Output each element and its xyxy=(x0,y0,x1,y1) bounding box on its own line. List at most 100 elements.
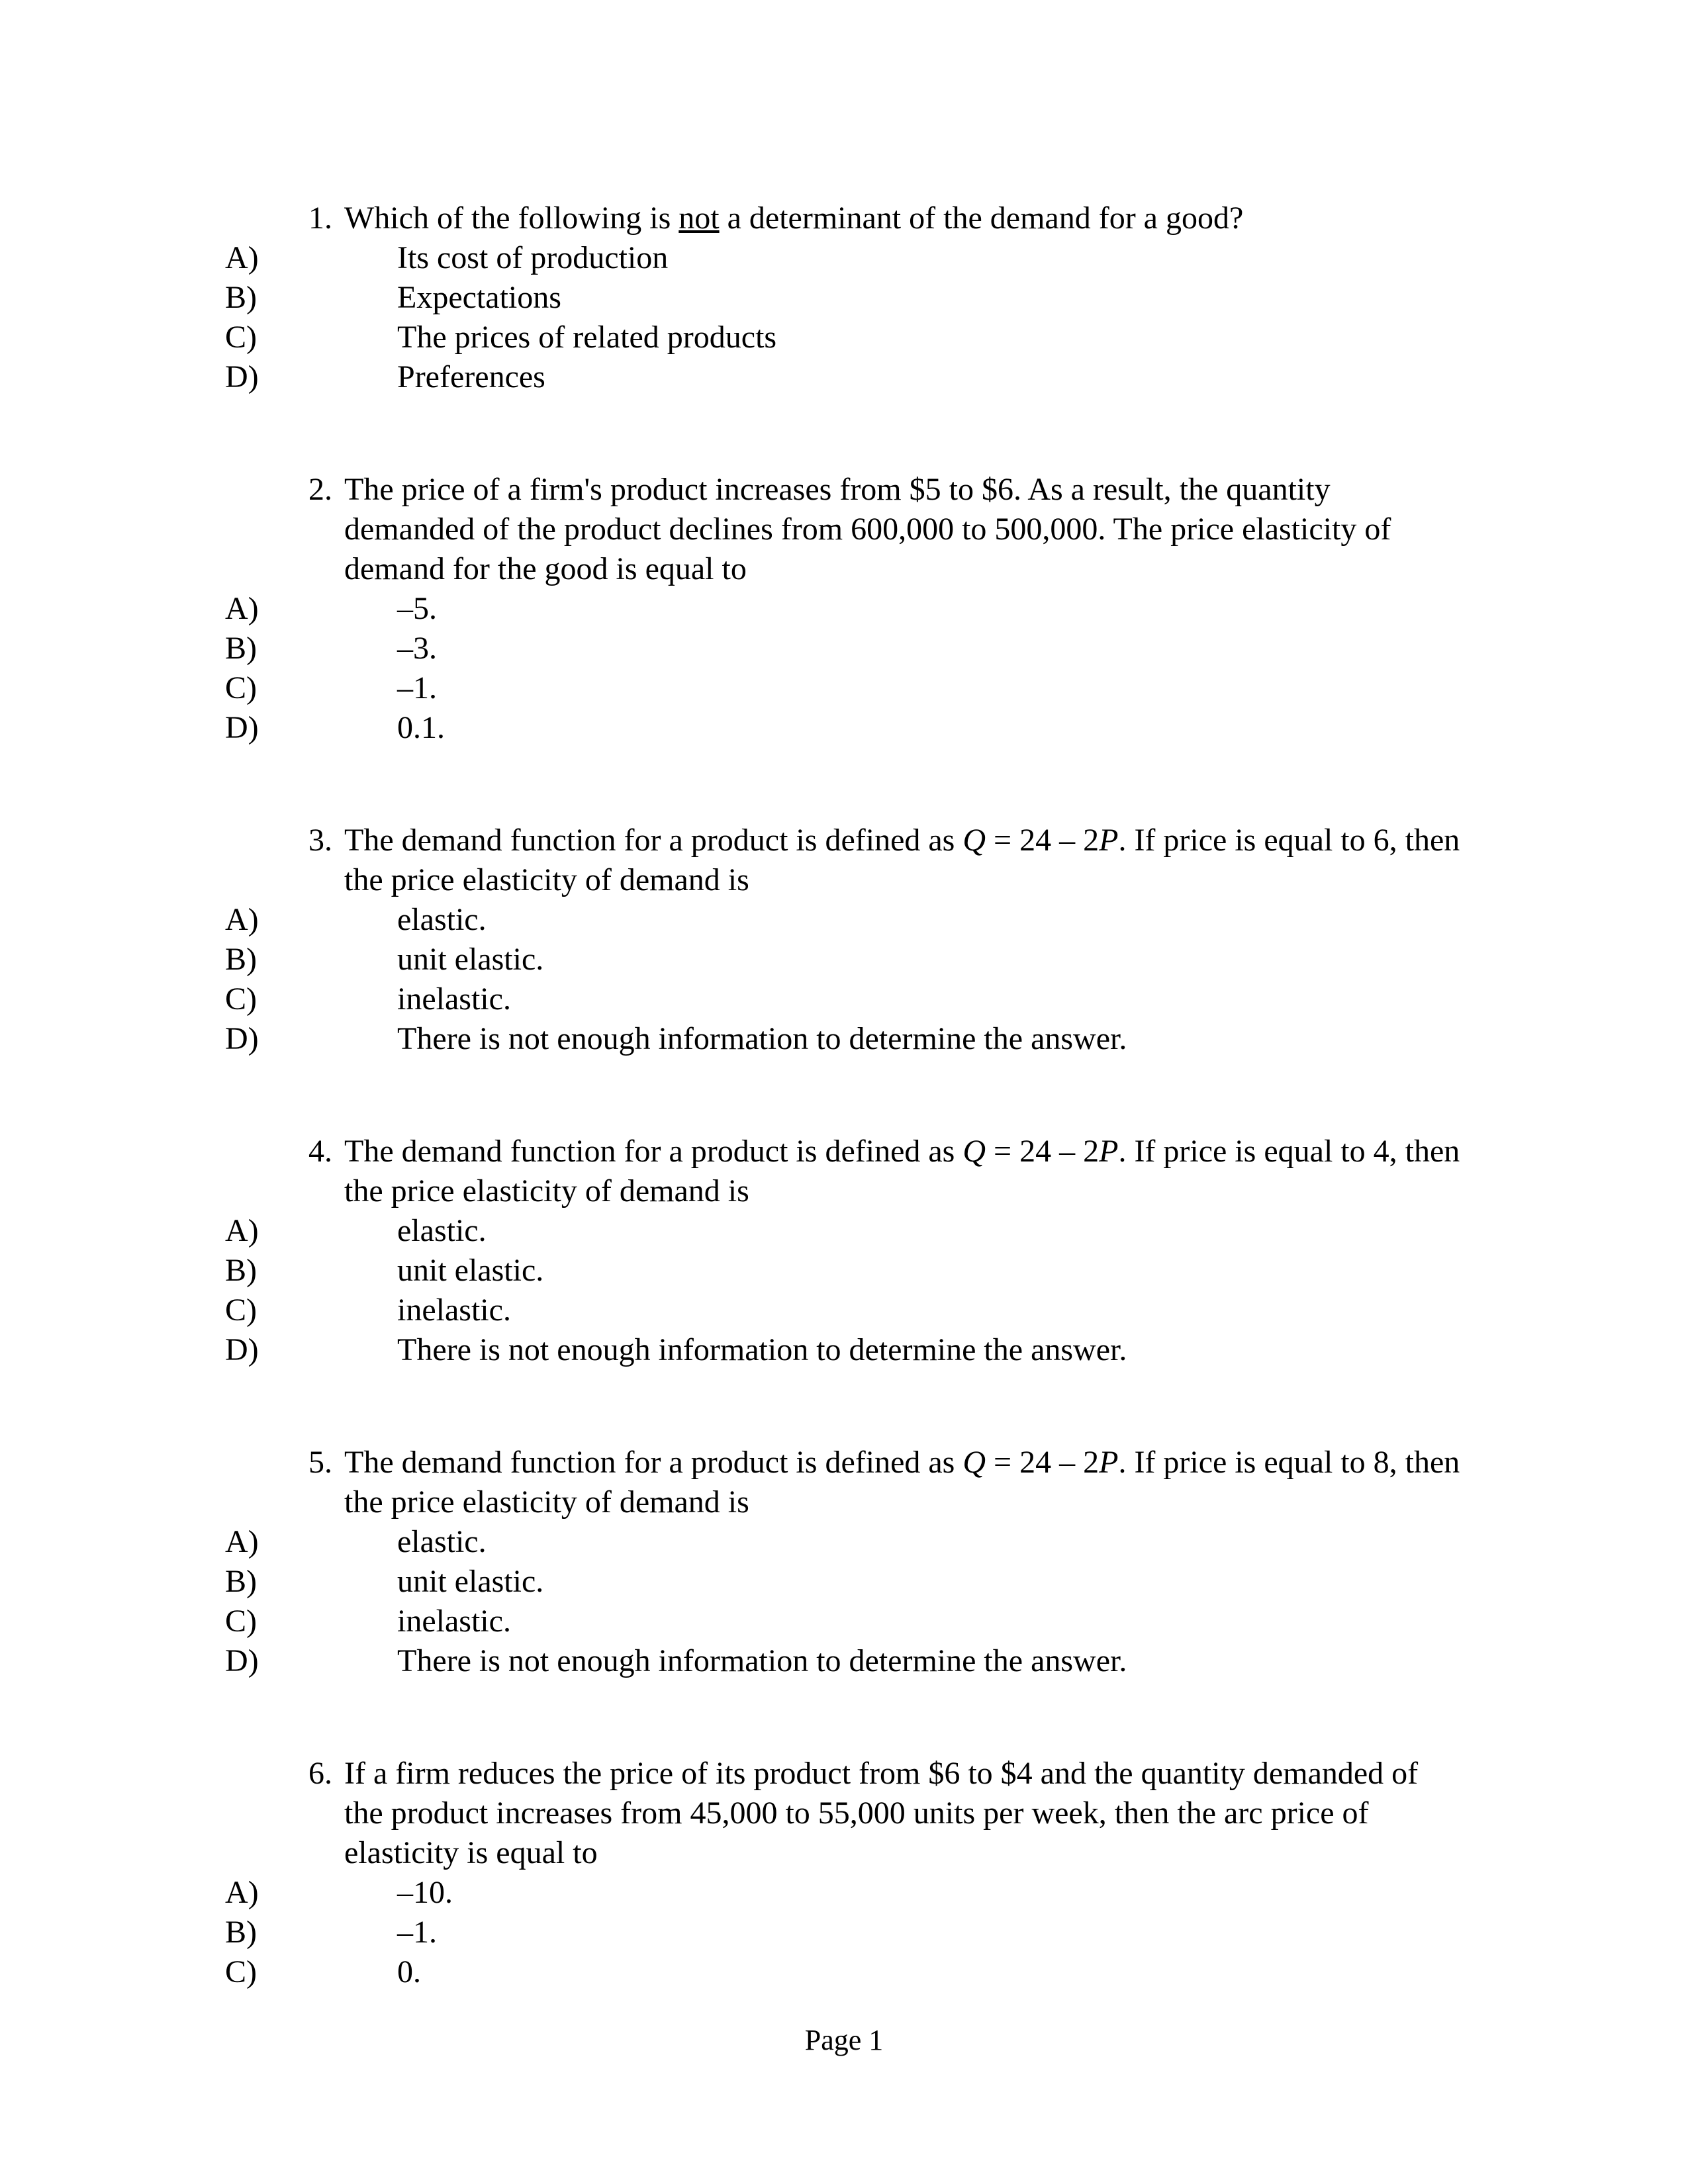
option-text: elastic. xyxy=(397,900,1463,940)
option-label: A) xyxy=(225,238,278,278)
option-row: A) elastic. xyxy=(225,1211,1463,1251)
option-label: D) xyxy=(225,357,278,397)
option-row: C) The prices of related products xyxy=(225,318,1463,357)
stem-eq-pre: The demand function for a product is def… xyxy=(344,823,962,858)
option-text: elastic. xyxy=(397,1522,1463,1562)
stem-eq-mid: = 24 – 2 xyxy=(986,823,1099,858)
question-number: 4. xyxy=(225,1132,344,1211)
question-stem: Which of the following is not a determin… xyxy=(344,199,1463,238)
option-text: unit elastic. xyxy=(397,1562,1463,1602)
page-footer: Page 1 xyxy=(0,2022,1688,2058)
option-label: D) xyxy=(225,1641,278,1681)
stem-eq-p: P xyxy=(1099,1445,1118,1480)
option-row: B)unit elastic. xyxy=(225,1251,1463,1291)
question-number: 2. xyxy=(225,470,344,589)
question-stem: The price of a firm's product increases … xyxy=(344,470,1463,589)
option-label: D) xyxy=(225,708,278,748)
option-label: A) xyxy=(225,1522,278,1562)
option-row: C) inelastic. xyxy=(225,979,1463,1019)
option-row: D) There is not enough information to det… xyxy=(225,1641,1463,1681)
option-label: C) xyxy=(225,1291,278,1330)
option-label: D) xyxy=(225,1019,278,1059)
option-label: A) xyxy=(225,900,278,940)
question-number: 3. xyxy=(225,821,344,900)
option-label: B) xyxy=(225,1562,278,1602)
option-row: A) –5. xyxy=(225,589,1463,629)
option-text: There is not enough information to deter… xyxy=(397,1330,1463,1370)
option-row: C)inelastic. xyxy=(225,1291,1463,1330)
stem-eq-p: P xyxy=(1099,1134,1118,1169)
question-stem: If a firm reduces the price of its produ… xyxy=(344,1754,1463,1873)
option-row: B) –1. xyxy=(225,1913,1463,1952)
option-label: C) xyxy=(225,1602,278,1641)
stem-eq-pre: The demand function for a product is def… xyxy=(344,1445,962,1480)
option-text: The prices of related products xyxy=(397,318,1463,357)
stem-eq-p: P xyxy=(1099,823,1118,858)
option-label: B) xyxy=(225,1913,278,1952)
option-label: A) xyxy=(225,1211,278,1251)
question-4: 4. The demand function for a product is … xyxy=(225,1132,1463,1370)
option-text: Preferences xyxy=(397,357,1463,397)
option-row: D) There is not enough information to det… xyxy=(225,1330,1463,1370)
question-stem-row: 4. The demand function for a product is … xyxy=(225,1132,1463,1211)
option-label: B) xyxy=(225,940,278,979)
option-row: A) Its cost of production xyxy=(225,238,1463,278)
option-text: elastic. xyxy=(397,1211,1463,1251)
question-number: 1. xyxy=(225,199,344,238)
stem-pre: Which of the following is xyxy=(344,201,679,236)
option-label: B) xyxy=(225,1251,278,1291)
question-stem-row: 2. The price of a firm's product increas… xyxy=(225,470,1463,589)
question-stem-row: 1. Which of the following is not a deter… xyxy=(225,199,1463,238)
option-text: –10. xyxy=(397,1873,1463,1913)
question-3: 3. The demand function for a product is … xyxy=(225,821,1463,1059)
stem-underlined: not xyxy=(679,201,719,236)
option-row: C)0. xyxy=(225,1952,1463,1992)
option-label: A) xyxy=(225,1873,278,1913)
option-label: C) xyxy=(225,668,278,708)
option-label: C) xyxy=(225,1952,278,1992)
stem-post: a determinant of the demand for a good? xyxy=(720,201,1244,236)
option-row: D) Preferences xyxy=(225,357,1463,397)
question-stem: The demand function for a product is def… xyxy=(344,821,1463,900)
option-row: B)Expectations xyxy=(225,278,1463,318)
option-text: 0.1. xyxy=(397,708,1463,748)
option-row: B) unit elastic. xyxy=(225,1562,1463,1602)
option-text: –5. xyxy=(397,589,1463,629)
stem-eq-q: Q xyxy=(962,823,986,858)
option-row: B) unit elastic. xyxy=(225,940,1463,979)
option-text: –3. xyxy=(397,629,1463,668)
option-row: A) elastic. xyxy=(225,1522,1463,1562)
option-row: A) elastic. xyxy=(225,900,1463,940)
option-row: C) –1. xyxy=(225,668,1463,708)
stem-eq-q: Q xyxy=(962,1445,986,1480)
question-number: 6. xyxy=(225,1754,344,1873)
option-text: Its cost of production xyxy=(397,238,1463,278)
question-number: 5. xyxy=(225,1443,344,1522)
question-stem: The demand function for a product is def… xyxy=(344,1443,1463,1522)
question-2: 2. The price of a firm's product increas… xyxy=(225,470,1463,748)
option-row: B) –3. xyxy=(225,629,1463,668)
option-label: C) xyxy=(225,979,278,1019)
page: 1. Which of the following is not a deter… xyxy=(0,0,1688,2184)
option-text: inelastic. xyxy=(397,979,1463,1019)
stem-eq-mid: = 24 – 2 xyxy=(986,1445,1099,1480)
question-1: 1. Which of the following is not a deter… xyxy=(225,199,1463,397)
option-label: A) xyxy=(225,589,278,629)
stem-eq-pre: The demand function for a product is def… xyxy=(344,1134,962,1169)
question-stem-row: 6. If a firm reduces the price of its pr… xyxy=(225,1754,1463,1873)
option-label: D) xyxy=(225,1330,278,1370)
question-stem: The demand function for a product is def… xyxy=(344,1132,1463,1211)
stem-eq-mid: = 24 – 2 xyxy=(986,1134,1099,1169)
option-text: –1. xyxy=(397,1913,1463,1952)
option-label: C) xyxy=(225,318,278,357)
question-stem-row: 3. The demand function for a product is … xyxy=(225,821,1463,900)
option-text: There is not enough information to deter… xyxy=(397,1641,1463,1681)
stem-eq-q: Q xyxy=(962,1134,986,1169)
option-text: inelastic. xyxy=(397,1602,1463,1641)
question-6: 6. If a firm reduces the price of its pr… xyxy=(225,1754,1463,1992)
question-stem-row: 5. The demand function for a product is … xyxy=(225,1443,1463,1522)
option-text: –1. xyxy=(397,668,1463,708)
option-row: A) –10. xyxy=(225,1873,1463,1913)
option-label: B) xyxy=(225,629,278,668)
option-text: unit elastic. xyxy=(397,940,1463,979)
